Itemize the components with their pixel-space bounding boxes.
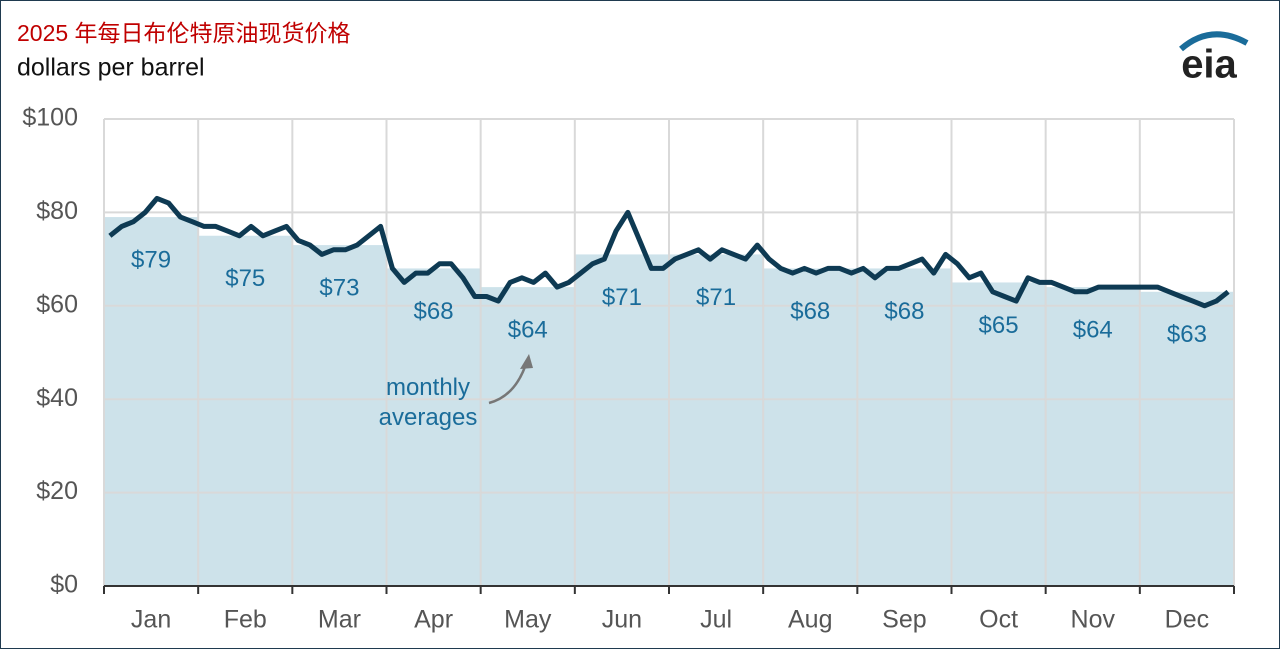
- annotation: monthly averages: [378, 374, 478, 431]
- y-tick-label: $20: [36, 477, 78, 505]
- x-tick-label: Oct: [979, 606, 1018, 634]
- value-label: $64: [1073, 316, 1113, 343]
- monthly-average-bar: [104, 217, 199, 586]
- x-tick-label: Apr: [414, 606, 453, 634]
- value-label: $73: [319, 274, 359, 301]
- y-tick-label: $60: [36, 290, 78, 318]
- x-tick-label: Aug: [788, 606, 832, 634]
- value-label: $75: [225, 265, 265, 292]
- value-label: $68: [790, 298, 830, 325]
- x-tick-label: Dec: [1165, 606, 1209, 634]
- x-tick-label: Jul: [700, 606, 732, 634]
- x-tick-label: Sep: [882, 606, 926, 634]
- monthly-average-bar: [198, 235, 293, 586]
- monthly-average-bar: [292, 245, 387, 586]
- logo-swoosh: [1179, 31, 1249, 52]
- monthly-average-bar: [1139, 291, 1234, 586]
- x-tick-label: May: [504, 606, 552, 634]
- value-label: $63: [1167, 321, 1207, 348]
- x-tick-label: Jan: [131, 606, 171, 634]
- monthly-average-bar: [669, 254, 764, 586]
- annotation-arrowhead: [520, 354, 533, 369]
- monthly-average-bar: [857, 268, 952, 586]
- daily-price-line: [108, 195, 1230, 309]
- value-label: $68: [884, 298, 924, 325]
- x-tick-label: Jun: [602, 606, 642, 634]
- y-tick-label: $0: [50, 571, 78, 599]
- monthly-average-bar: [763, 268, 858, 586]
- y-tick-label: $80: [36, 197, 78, 225]
- value-label: $64: [508, 316, 548, 343]
- logo: eia: [1181, 43, 1237, 87]
- x-tick-label: Nov: [1071, 606, 1116, 634]
- value-label: $71: [602, 284, 642, 311]
- value-label: $79: [131, 246, 171, 273]
- value-label: $68: [414, 298, 454, 325]
- y-tick-label: $40: [36, 384, 78, 412]
- y-tick-label: $100: [22, 104, 78, 132]
- monthly-average-bar: [480, 287, 575, 586]
- chart-title: 2025 年每日布伦特原油现货价格: [17, 20, 351, 46]
- monthly-average-bar: [1045, 287, 1140, 586]
- chart-subtitle: dollars per barrel: [17, 54, 205, 82]
- x-tick-label: Mar: [318, 606, 361, 634]
- value-label: $71: [696, 284, 736, 311]
- x-tick-label: Feb: [224, 606, 267, 634]
- monthly-average-bar: [386, 268, 481, 586]
- monthly-average-bar: [574, 254, 669, 586]
- monthly-average-bar: [951, 282, 1046, 586]
- value-label: $65: [979, 312, 1019, 339]
